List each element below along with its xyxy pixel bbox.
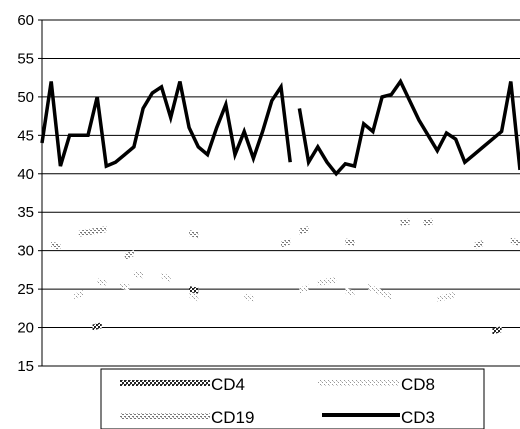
y-axis-ticks: 15 20 25 30 35 40 45 50 55 60: [17, 12, 42, 375]
y-tick-label-20: 20: [17, 320, 34, 337]
legend-swatch-cd19: [120, 413, 210, 419]
y-tick-label-15: 15: [17, 358, 34, 375]
cd8-segment-6: [244, 293, 254, 302]
y-tick-label-30: 30: [17, 243, 34, 260]
cd4-segment-0: [92, 322, 102, 331]
cd8-segment-5: [189, 291, 199, 302]
cd8-segment-10: [368, 283, 392, 300]
cd19-segment-0: [51, 241, 61, 250]
cd8-segment-2: [120, 282, 130, 291]
gridlines: [42, 19, 520, 367]
cd19-segment-9: [474, 239, 484, 250]
cd19-segment-3: [189, 229, 199, 239]
cd8-segment-7: [299, 284, 309, 294]
cd8-segment-11: [437, 291, 456, 303]
legend-label-cd3: CD3: [401, 408, 435, 427]
legend-label-cd4: CD4: [211, 375, 245, 394]
cd4-segment-1: [189, 286, 199, 294]
cd19-segment-10: [510, 237, 520, 246]
cd19-segment-4: [281, 238, 291, 248]
cd8-segment-9: [345, 287, 355, 297]
cd8-segment-1: [97, 278, 107, 286]
legend-label-cd19: CD19: [211, 408, 254, 427]
legend: CD4 CD8 CD19 CD3: [100, 368, 485, 429]
series-layer: [40, 78, 520, 335]
cd19-segment-2: [124, 249, 134, 260]
y-tick-label-55: 55: [17, 50, 34, 67]
legend-label-cd8: CD8: [401, 375, 435, 394]
cd19-segment-1: [78, 226, 107, 237]
cd19-segment-5: [299, 226, 309, 235]
cd19-segment-8: [423, 218, 433, 226]
y-tick-label-25: 25: [17, 281, 34, 298]
cd19-segment-7: [400, 218, 410, 226]
y-tick-label-60: 60: [17, 12, 34, 29]
cd8-segment-3: [133, 270, 144, 279]
cd19-segment-6: [345, 238, 355, 246]
legend-swatch-cd4: [120, 380, 210, 386]
cd4-segment-2: [492, 326, 502, 335]
y-tick-label-50: 50: [17, 89, 34, 106]
y-tick-label-40: 40: [17, 166, 34, 183]
cd3-series-line: [40, 78, 520, 177]
legend-swatch-cd8: [318, 380, 400, 386]
cd8-segment-4: [161, 272, 171, 283]
y-tick-label-45: 45: [17, 127, 34, 144]
cd8-segment-0: [74, 289, 84, 300]
y-tick-label-35: 35: [17, 204, 34, 221]
cd8-segment-8: [317, 276, 337, 286]
